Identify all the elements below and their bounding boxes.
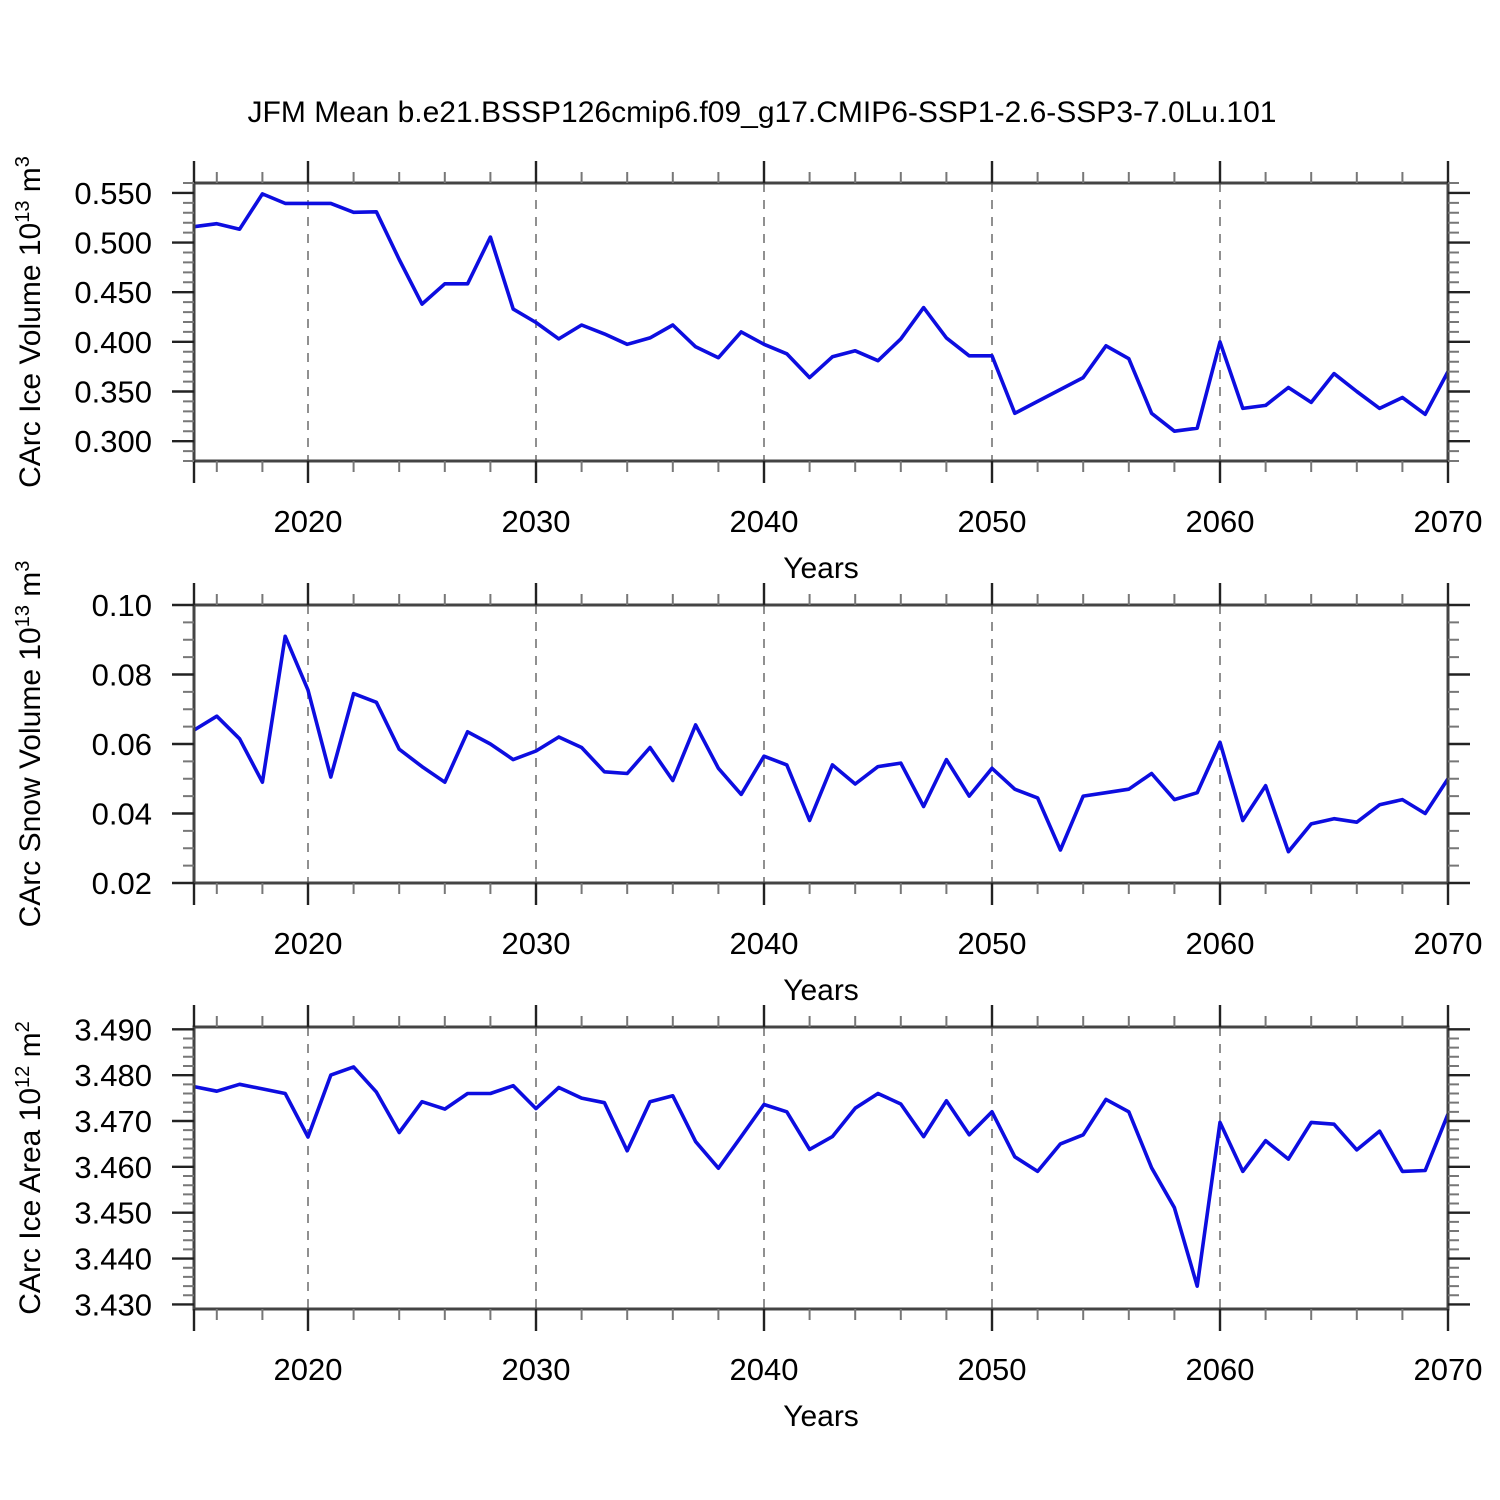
y-tick-label: 0.550: [74, 176, 152, 211]
y-tick-label: 0.350: [74, 375, 152, 410]
x-tick-label: 2040: [730, 1352, 799, 1387]
x-tick-label: 2030: [502, 926, 571, 961]
x-axis-title: Years: [783, 552, 859, 585]
x-tick-label: 2050: [958, 926, 1027, 961]
x-tick-label: 2040: [730, 926, 799, 961]
chart-title: JFM Mean b.e21.BSSP126cmip6.f09_g17.CMIP…: [248, 96, 1277, 129]
y-tick-label: 3.460: [74, 1150, 152, 1185]
y-tick-label: 0.450: [74, 275, 152, 310]
minor-ticks: [183, 172, 1459, 472]
x-tick-label: 2040: [730, 504, 799, 539]
panel-ice-volume: 2020 2030 2040 2050 2060 2070 0.550 0.500 0.450 0…: [12, 156, 1482, 585]
y-tick-label: 0.400: [74, 325, 152, 360]
panel-snow-volume: 2020 2030 2040 2050 2060 2070 0.10 0.08 0.06 0.04…: [12, 561, 1482, 1007]
panel-ice-area: 2020 2030 2040 2050 2060 2070 3.490 3.480 3.470 3…: [12, 1005, 1482, 1433]
major-ticks: [172, 583, 1470, 905]
x-tick-label: 2020: [274, 504, 343, 539]
y-tick-label: 3.490: [74, 1012, 152, 1047]
x-tick-label: 2020: [274, 926, 343, 961]
x-tick-label: 2020: [274, 1352, 343, 1387]
panel-frame: [192, 1025, 1450, 1311]
ice-area-line: [193, 1065, 1450, 1288]
y-axis-title: CArc Ice Volume 1013 m3: [12, 156, 47, 488]
major-ticks: [172, 161, 1470, 483]
ice-volume-line: [193, 192, 1450, 434]
y-tick-label: 0.06: [92, 727, 152, 762]
y-tick-label: 0.500: [74, 226, 152, 261]
major-ticks: [172, 1005, 1470, 1331]
x-tick-label: 2060: [1186, 504, 1255, 539]
x-tick-label: 2070: [1414, 1352, 1483, 1387]
panel-frame: [192, 603, 1450, 885]
y-tick-label: 3.470: [74, 1104, 152, 1139]
y-axis-title: CArc Snow Volume 1013 m3: [12, 561, 47, 928]
x-tick-label: 2030: [502, 1352, 571, 1387]
x-tick-label: 2030: [502, 504, 571, 539]
y-tick-label: 3.450: [74, 1196, 152, 1231]
x-tick-label: 2070: [1414, 926, 1483, 961]
y-tick-label: 3.480: [74, 1058, 152, 1093]
y-tick-label: 3.430: [74, 1287, 152, 1322]
minor-ticks: [183, 1016, 1459, 1320]
y-tick-label: 0.08: [92, 658, 152, 693]
y-tick-label: 0.02: [92, 866, 152, 901]
snow-volume-line: [193, 634, 1450, 854]
y-tick-label: 0.300: [74, 424, 152, 459]
x-tick-label: 2050: [958, 504, 1027, 539]
y-tick-label: 3.440: [74, 1242, 152, 1277]
x-axis-title: Years: [783, 1400, 859, 1433]
x-tick-label: 2060: [1186, 926, 1255, 961]
x-tick-label: 2050: [958, 1352, 1027, 1387]
x-tick-label: 2070: [1414, 504, 1483, 539]
y-tick-label: 0.10: [92, 588, 152, 623]
y-tick-label: 0.04: [92, 797, 152, 832]
x-axis-title: Years: [783, 974, 859, 1007]
minor-ticks: [183, 594, 1459, 894]
y-axis-title: CArc Ice Area 1012 m2: [12, 1021, 47, 1314]
x-tick-label: 2060: [1186, 1352, 1255, 1387]
